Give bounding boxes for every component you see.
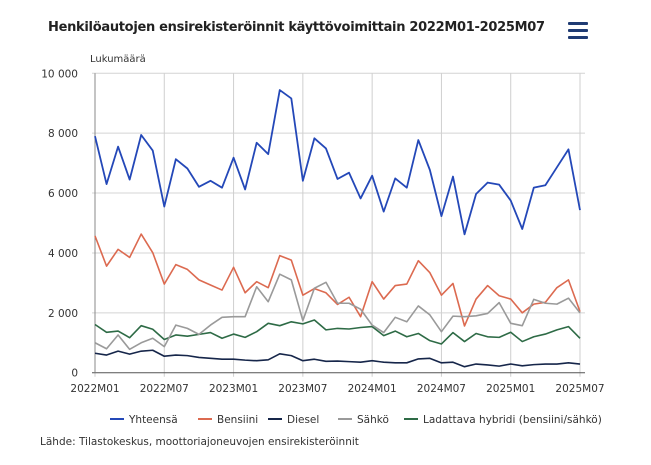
source-note: Lähde: Tilastokeskus, moottoriajoneuvoje… bbox=[40, 436, 359, 448]
y-tick-label: 0 bbox=[71, 368, 78, 380]
x-tick-label: 2023M07 bbox=[278, 383, 327, 395]
x-tick-label: 2023M01 bbox=[209, 383, 258, 395]
series-line-0 bbox=[94, 89, 581, 236]
series-line-1 bbox=[94, 233, 581, 327]
x-tick-label: 2025M07 bbox=[555, 383, 604, 395]
y-tick-label: 2 000 bbox=[48, 308, 78, 320]
x-tick-label: 2022M07 bbox=[140, 383, 189, 395]
hamburger-menu-icon[interactable] bbox=[568, 22, 588, 39]
y-axis-label: Lukumäärä bbox=[90, 54, 146, 65]
y-tick-label: 8 000 bbox=[48, 128, 78, 140]
series-line-3 bbox=[94, 273, 581, 351]
legend-label: Diesel bbox=[287, 414, 319, 426]
chart-title: Henkilöautojen ensirekisteröinnit käyttö… bbox=[48, 20, 545, 35]
series-line-4 bbox=[94, 319, 581, 345]
x-tick-label: 2022M01 bbox=[70, 383, 119, 395]
legend-label: Sähkö bbox=[357, 414, 389, 426]
x-tick-label: 2024M07 bbox=[417, 383, 466, 395]
y-tick-label: 6 000 bbox=[48, 188, 78, 200]
legend-label: Ladattava hybridi (bensiini/sähkö) bbox=[423, 414, 602, 426]
legend-label: Yhteensä bbox=[128, 414, 178, 426]
series-line-2 bbox=[94, 349, 581, 368]
x-tick-label: 2025M01 bbox=[486, 383, 535, 395]
legend-label: Bensiini bbox=[217, 414, 258, 426]
y-tick-label: 10 000 bbox=[41, 68, 78, 80]
y-tick-label: 4 000 bbox=[48, 248, 78, 260]
x-tick-label: 2024M01 bbox=[348, 383, 397, 395]
